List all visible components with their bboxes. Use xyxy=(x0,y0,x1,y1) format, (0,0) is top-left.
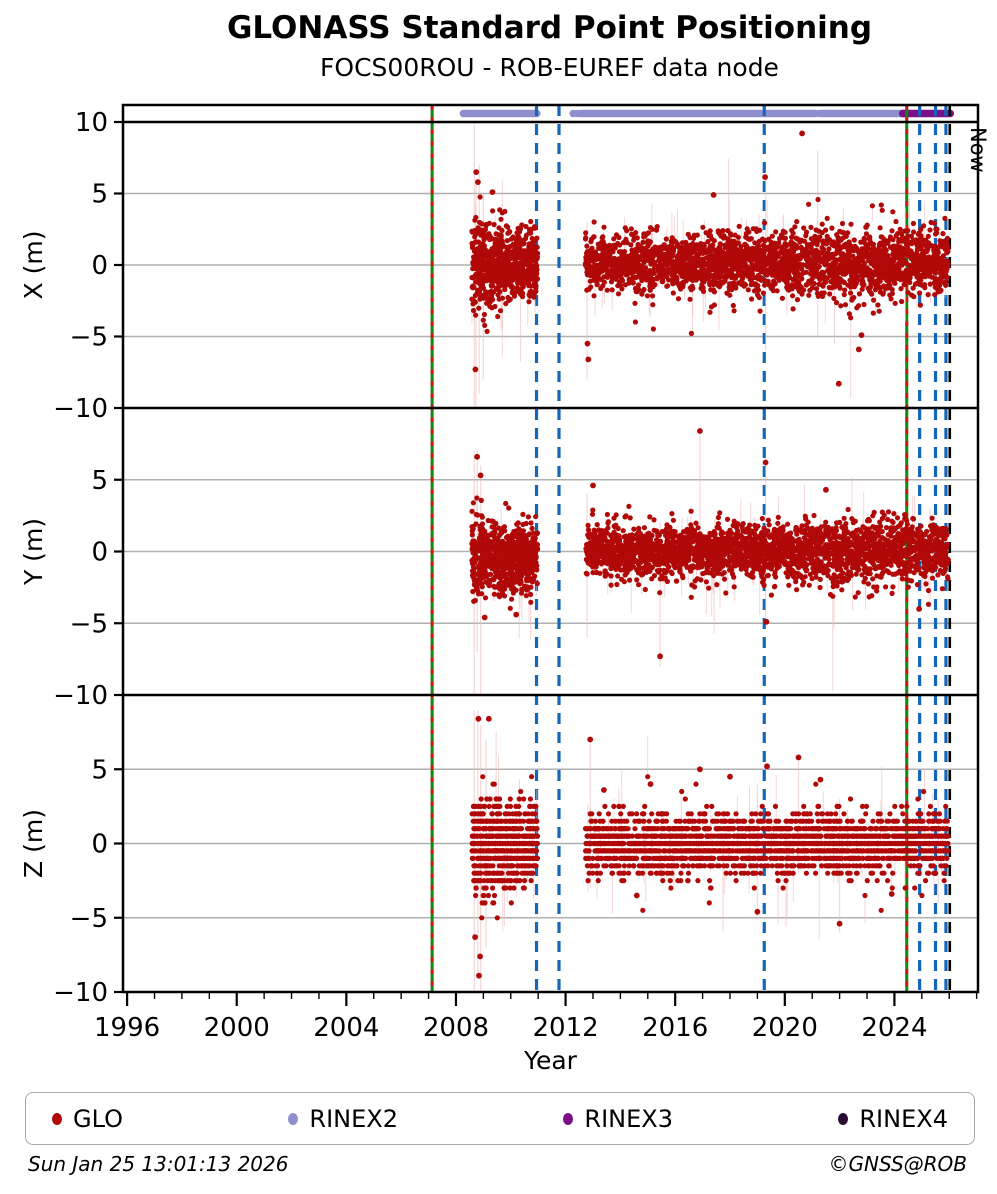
x-tick-label: 2016 xyxy=(642,1013,708,1043)
x-axis-label: Year xyxy=(523,1046,578,1075)
x-tick-label: 2004 xyxy=(313,1013,379,1043)
now-label: Now xyxy=(966,127,990,173)
generated-timestamp: Sun Jan 25 13:01:13 2026 xyxy=(28,1152,289,1176)
y-axis-label-y: Y (m) xyxy=(19,518,48,586)
series-y xyxy=(469,428,951,695)
x-tick-label: 2020 xyxy=(752,1013,818,1043)
legend-label-rinex4: RINEX4 xyxy=(859,1104,948,1133)
y-tick-label: −10 xyxy=(53,394,108,424)
y-tick-label: 0 xyxy=(91,251,108,281)
y-tick-label: −5 xyxy=(70,323,108,353)
y-tick-label: 0 xyxy=(91,538,108,568)
y-tick-label: 5 xyxy=(91,755,108,785)
x-tick-label: 2000 xyxy=(204,1013,270,1043)
legend: GLO RINEX2 RINEX3 RINEX4 xyxy=(25,1092,975,1145)
rinex4-marker-icon xyxy=(838,1112,849,1125)
x-tick-label: 1996 xyxy=(94,1013,160,1043)
legend-label-glo: GLO xyxy=(73,1104,124,1133)
legend-label-rinex2: RINEX2 xyxy=(309,1104,398,1133)
legend-item-rinex3: RINEX3 xyxy=(563,1105,673,1133)
y-axis-label-x: X (m) xyxy=(19,231,48,300)
rinex3-marker-icon xyxy=(563,1112,574,1125)
y-tick-label: −5 xyxy=(70,609,108,639)
legend-item-rinex4: RINEX4 xyxy=(838,1105,948,1133)
chart-title: GLONASS Standard Point Positioning xyxy=(226,10,873,46)
series-z xyxy=(469,709,951,992)
y-tick-label: 5 xyxy=(91,180,108,210)
y-tick-label: −5 xyxy=(70,904,108,934)
y-axis-label-z: Z (m) xyxy=(19,809,48,878)
x-tick-label: 2008 xyxy=(423,1013,489,1043)
legend-label-rinex3: RINEX3 xyxy=(584,1104,673,1133)
x-tick-label: 2012 xyxy=(532,1013,598,1043)
copyright-credit: ©GNSS@ROB xyxy=(828,1152,968,1176)
series-x xyxy=(469,122,951,408)
legend-item-glo: GLO xyxy=(52,1105,123,1133)
y-tick-label: 10 xyxy=(75,108,108,138)
glo-marker-icon xyxy=(52,1112,62,1125)
chart-subtitle: FOCS00ROU - ROB-EUREF data node xyxy=(320,53,779,82)
y-tick-label: −10 xyxy=(53,978,108,1008)
x-tick-label: 2024 xyxy=(861,1013,927,1043)
legend-item-rinex2: RINEX2 xyxy=(288,1105,398,1133)
rinex2-marker-icon xyxy=(288,1112,299,1125)
y-tick-label: −10 xyxy=(53,681,108,711)
y-tick-label: 0 xyxy=(91,830,108,860)
y-tick-label: 5 xyxy=(91,466,108,496)
